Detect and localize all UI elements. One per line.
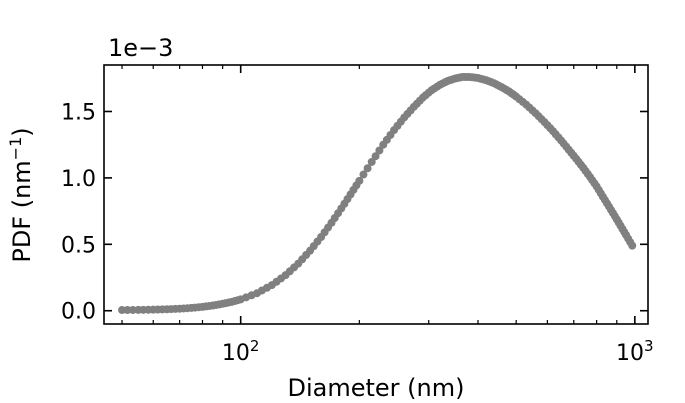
y-tick-label: 1.5 (61, 100, 96, 125)
y-axis-label-main: PDF (nm (8, 160, 36, 262)
y-tick-label: 1.0 (61, 167, 96, 192)
x-tick-label-base: 10 (222, 341, 250, 366)
data-point (367, 157, 376, 166)
data-point (355, 176, 364, 185)
data-points (118, 72, 637, 315)
y-offset-label: 1e−3 (108, 34, 173, 62)
data-point-interp (363, 164, 372, 173)
x-tick-label: 103 (616, 337, 654, 366)
y-tick-label: 0.0 (61, 300, 96, 325)
data-point-interp (375, 146, 384, 155)
plot-frame (103, 64, 649, 325)
x-tick-label-exponent: 2 (250, 337, 260, 355)
y-axis-label: PDF (nm−1) (6, 127, 37, 262)
data-point-interp (359, 170, 368, 179)
x-tick-label-base: 10 (616, 341, 644, 366)
y-axis-label-exponent: −1 (6, 137, 25, 161)
data-point-interp (371, 152, 380, 161)
data-point (628, 241, 637, 250)
x-axis-label: Diameter (nm) (288, 374, 465, 402)
y-axis-label-close: ) (8, 127, 36, 136)
x-tick-label-exponent: 3 (644, 337, 654, 355)
x-tick-label: 102 (222, 337, 260, 366)
y-tick-label: 0.5 (61, 233, 96, 258)
